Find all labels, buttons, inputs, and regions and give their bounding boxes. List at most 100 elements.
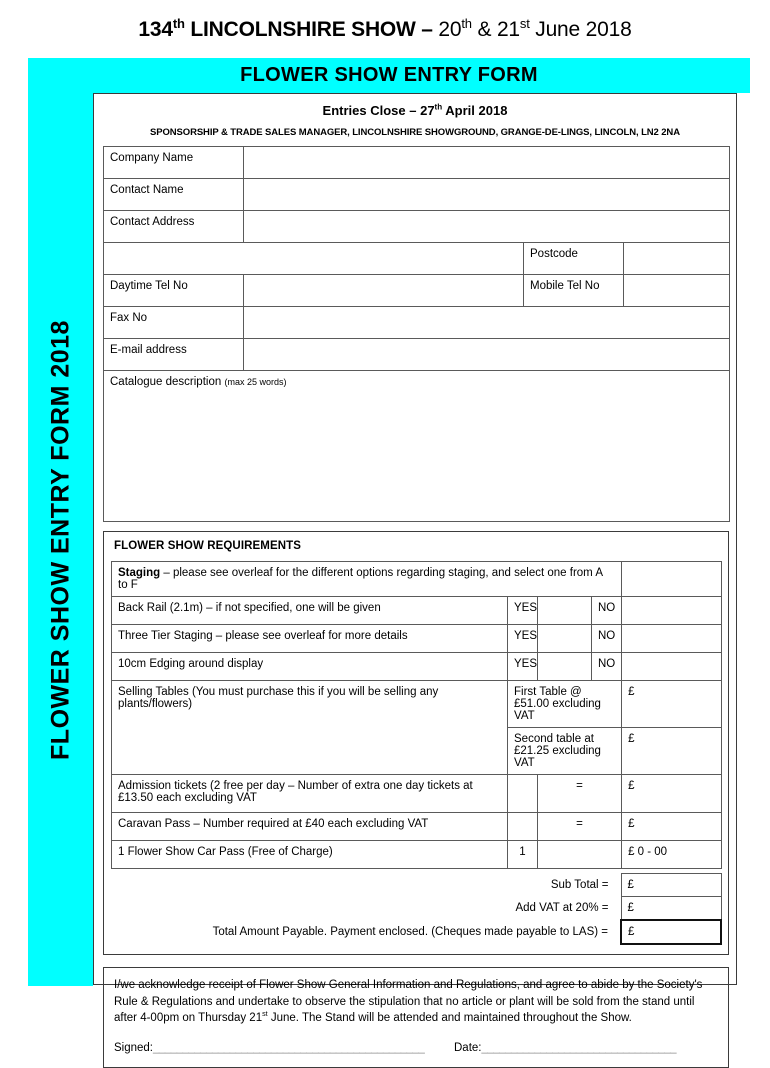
contact-details-section: Company Name Contact Name Contact Addres… [103, 146, 730, 522]
table-row: Selling Tables (You must purchase this i… [111, 680, 723, 775]
address-line2-input[interactable] [103, 242, 524, 275]
catalogue-description-input[interactable]: Catalogue description (max 25 words) [103, 370, 730, 522]
back-rail-yes-checkbox[interactable] [537, 596, 592, 625]
page-title-ordinal-1: th [172, 16, 185, 31]
three-tier-yes-checkbox[interactable] [537, 624, 592, 653]
table-row: Contact Address [103, 210, 730, 243]
edging-no-checkbox[interactable] [621, 652, 723, 681]
signed-field[interactable]: Signed:_________________________________… [114, 1040, 454, 1057]
daytime-tel-label: Daytime Tel No [103, 274, 244, 307]
edging-no-label: NO [590, 652, 623, 681]
table-row: Staging – please see overleaf for the di… [110, 561, 723, 597]
caravan-pass-qty[interactable] [507, 812, 538, 841]
catalogue-description-note: (max 25 words) [224, 377, 287, 387]
requirements-table: Staging – please see overleaf for the di… [110, 561, 723, 869]
email-label: E-mail address [103, 338, 244, 371]
banner-title: FLOWER SHOW ENTRY FORM [240, 64, 538, 86]
company-name-input[interactable] [243, 146, 730, 179]
vat-input[interactable]: £ [620, 896, 722, 921]
page-title: 134th LINCOLNSHIRE SHOW – 20th & 21st Ju… [0, 16, 770, 42]
table-row: Catalogue description (max 25 words) [103, 370, 730, 522]
table-row: Sub Total = £ [111, 873, 722, 897]
contact-details-table: Company Name Contact Name Contact Addres… [103, 146, 730, 522]
edging-yes-checkbox[interactable] [537, 652, 592, 681]
selling-tables-second-price: Second table at £21.25 excluding VAT [506, 727, 623, 775]
caravan-pass-amount[interactable]: £ [621, 812, 723, 841]
table-row: Postcode [103, 242, 730, 275]
page-title-day-1: 20 [438, 18, 462, 41]
admission-tickets-qty[interactable] [507, 774, 538, 813]
form-frame: Entries Close – 27th April 2018 SPONSORS… [93, 93, 737, 1068]
three-tier-yes-label: YES [507, 624, 538, 653]
sub-total-label: Sub Total = [550, 879, 609, 891]
selling-tables-first-amount[interactable]: £ [621, 680, 723, 728]
table-row: Three Tier Staging – please see overleaf… [111, 624, 723, 653]
table-row: Back Rail (2.1m) – if not specified, one… [111, 596, 723, 625]
three-tier-label: Three Tier Staging – please see overleaf… [111, 624, 508, 653]
contact-name-label: Contact Name [103, 178, 244, 211]
signed-label: Signed: [114, 1042, 154, 1055]
admission-tickets-amount[interactable]: £ [621, 774, 723, 813]
declaration-line-1: I/we acknowledge receipt of Flower Show … [114, 979, 703, 1025]
declaration-line-2: June. The Stand will be attended and mai… [267, 1012, 632, 1025]
selling-tables-first-price: First Table @ £51.00 excluding VAT [506, 680, 623, 728]
staging-label-bold: Staging [118, 567, 161, 579]
contact-address-input[interactable] [243, 210, 730, 243]
totals-table: Sub Total = £ Add VAT at 20% = £ Total A… [111, 873, 722, 945]
fax-label: Fax No [103, 306, 244, 339]
signature-row: Signed:_________________________________… [114, 1040, 718, 1057]
declaration-text: I/we acknowledge receipt of Flower Show … [114, 977, 718, 1027]
declaration-section: I/we acknowledge receipt of Flower Show … [103, 967, 729, 1068]
signed-line[interactable]: ________________________________________… [153, 1042, 425, 1055]
caravan-pass-equals: = [536, 812, 623, 841]
caravan-pass-label: Caravan Pass – Number required at £40 ea… [111, 812, 508, 841]
vat-label: Add VAT at 20% = [515, 902, 609, 915]
date-field[interactable]: Date:_________________________________ [454, 1040, 718, 1057]
table-row: Daytime Tel No Mobile Tel No [103, 274, 730, 307]
entries-close-ordinal: th [434, 102, 443, 112]
three-tier-no-checkbox[interactable] [621, 624, 723, 653]
back-rail-yes-label: YES [507, 596, 538, 625]
date-line[interactable]: _________________________________ [481, 1042, 677, 1055]
sidebar-bar: FLOWER SHOW ENTRY FORM 2018 [28, 93, 93, 986]
table-row: Contact Name [103, 178, 730, 211]
three-tier-no-label: NO [590, 624, 623, 653]
back-rail-no-checkbox[interactable] [621, 596, 723, 625]
table-row: Caravan Pass – Number required at £40 ea… [111, 812, 723, 841]
declaration-ordinal: st [262, 1010, 268, 1019]
selling-tables-label: Selling Tables (You must purchase this i… [111, 680, 508, 775]
page-title-month-year: June 2018 [529, 18, 632, 41]
table-row: Add VAT at 20% = £ [111, 896, 722, 921]
car-pass-label: 1 Flower Show Car Pass (Free of Charge) [111, 840, 508, 869]
sub-total-input[interactable]: £ [620, 873, 722, 897]
total-payable-input[interactable]: £ [620, 919, 722, 945]
admission-tickets-equals: = [536, 774, 623, 813]
banner-bar: FLOWER SHOW ENTRY FORM [28, 58, 750, 93]
staging-input[interactable] [621, 561, 723, 597]
car-pass-qty: 1 [507, 840, 538, 869]
edging-label: 10cm Edging around display [111, 652, 508, 681]
email-input[interactable] [243, 338, 730, 371]
admission-tickets-label: Admission tickets (2 free per day – Numb… [111, 774, 508, 813]
table-row: 10cm Edging around display YES NO [111, 652, 723, 681]
entries-close-suffix: April 2018 [442, 103, 508, 118]
mobile-tel-label: Mobile Tel No [523, 274, 624, 307]
table-row: Fax No [103, 306, 730, 339]
table-row: Total Amount Payable. Payment enclosed. … [111, 919, 722, 945]
entries-close: Entries Close – 27th April 2018 [94, 103, 736, 118]
page-title-day-2: 21 [496, 18, 520, 41]
selling-tables-second-amount[interactable]: £ [621, 727, 723, 775]
back-rail-label: Back Rail (2.1m) – if not specified, one… [111, 596, 508, 625]
daytime-tel-input[interactable] [243, 274, 524, 307]
page-title-ordinal-3: st [519, 16, 530, 31]
postcode-label: Postcode [523, 242, 624, 275]
mobile-tel-input[interactable] [623, 274, 730, 307]
car-pass-equals [536, 840, 623, 869]
contact-name-input[interactable] [243, 178, 730, 211]
fax-input[interactable] [243, 306, 730, 339]
page-title-ampersand: & [471, 18, 497, 41]
total-payable-label: Total Amount Payable. Payment enclosed. … [212, 926, 608, 938]
postcode-input[interactable] [623, 242, 730, 275]
contact-address-label: Contact Address [103, 210, 244, 243]
sidebar-title: FLOWER SHOW ENTRY FORM 2018 [46, 319, 74, 760]
